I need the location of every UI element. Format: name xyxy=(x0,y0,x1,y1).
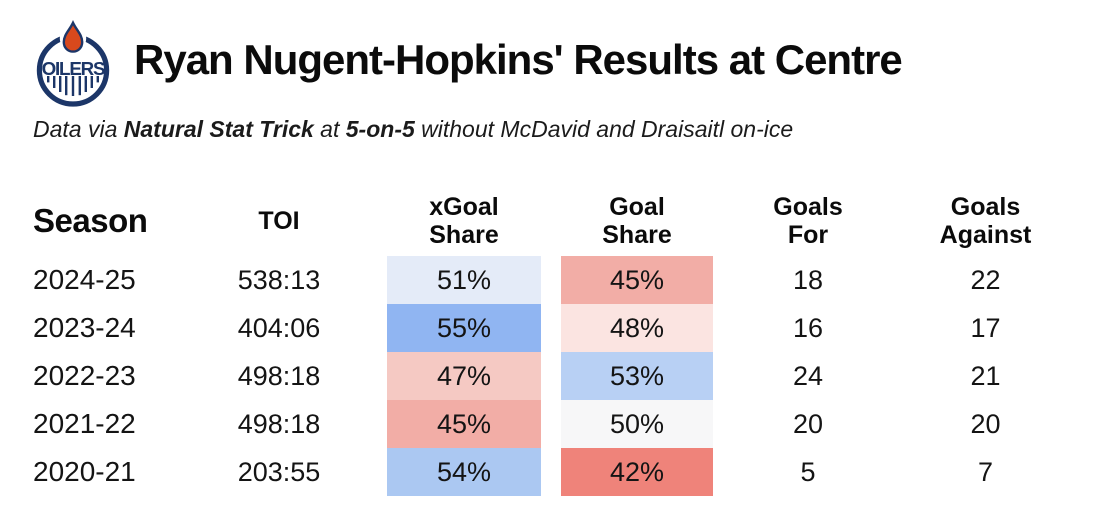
xgoal-share-value: 51% xyxy=(387,256,541,304)
col-header-goals-for: Goals For xyxy=(773,193,843,249)
goal-share-cell: 53% xyxy=(541,352,713,400)
oilers-logo-svg: OILERS xyxy=(36,19,110,107)
oilers-logo: OILERS xyxy=(33,19,113,108)
goals-for-value: 18 xyxy=(792,264,824,295)
goal-share-cell: 42% xyxy=(541,448,713,496)
col-header-season: Season xyxy=(33,201,148,239)
xgoal-share-value: 55% xyxy=(387,304,541,352)
xgoal-share-value: 45% xyxy=(387,400,541,448)
col-header-toi: TOI xyxy=(258,207,300,235)
xgoal-share-cell: 45% xyxy=(355,400,541,448)
col-header-xgoal-share: xGoal Share xyxy=(429,193,499,249)
goals-for-value: 24 xyxy=(792,360,824,391)
goal-share-cell: 48% xyxy=(541,304,713,352)
goals-against-value: 17 xyxy=(970,312,1001,343)
goal-share-value: 48% xyxy=(561,304,713,352)
goals-for-value: 16 xyxy=(792,312,824,343)
toi-value: 538:13 xyxy=(237,264,321,295)
subtitle-mid: at xyxy=(313,116,346,142)
page-title: Ryan Nugent-Hopkins' Results at Centre xyxy=(134,36,903,83)
table-row: 2021-22 498:18 45% 50% 20 20 xyxy=(33,400,1068,448)
toi-value: 404:06 xyxy=(237,312,321,343)
table-row: 2024-25 538:13 51% 45% 18 22 xyxy=(33,256,1068,304)
goal-share-cell: 45% xyxy=(541,256,713,304)
table-row: 2022-23 498:18 47% 53% 24 21 xyxy=(33,352,1068,400)
goals-against-value: 22 xyxy=(970,264,1001,295)
goal-share-value: 50% xyxy=(561,400,713,448)
xgoal-share-cell: 51% xyxy=(355,256,541,304)
xgoal-share-value: 54% xyxy=(387,448,541,496)
col-header-goal-share: Goal Share xyxy=(602,193,672,249)
goal-share-value: 42% xyxy=(561,448,713,496)
goals-for-value: 5 xyxy=(800,456,816,487)
subtitle: Data via Natural Stat Trick at 5-on-5 wi… xyxy=(33,116,793,143)
goals-against-value: 20 xyxy=(970,408,1001,439)
season-value: 2023-24 xyxy=(33,312,136,343)
season-value: 2021-22 xyxy=(33,408,136,439)
table-header-row: Season TOI xGoal Share Goal Share Goals … xyxy=(33,186,1068,256)
oil-drop-icon xyxy=(62,19,84,53)
logo-drips xyxy=(47,76,99,96)
subtitle-suffix: without McDavid and Draisaitl on-ice xyxy=(414,116,794,142)
xgoal-share-cell: 47% xyxy=(355,352,541,400)
goal-share-value: 53% xyxy=(561,352,713,400)
table-row: 2023-24 404:06 55% 48% 16 17 xyxy=(33,304,1068,352)
subtitle-prefix: Data via xyxy=(33,116,124,142)
goals-against-value: 7 xyxy=(977,456,994,487)
season-value: 2020-21 xyxy=(33,456,136,487)
toi-value: 498:18 xyxy=(237,360,321,391)
season-value: 2024-25 xyxy=(33,264,136,295)
season-value: 2022-23 xyxy=(33,360,136,391)
subtitle-source: Natural Stat Trick xyxy=(123,116,314,142)
goal-share-value: 45% xyxy=(561,256,713,304)
xgoal-share-cell: 54% xyxy=(355,448,541,496)
subtitle-strength: 5-on-5 xyxy=(345,116,415,142)
logo-wordmark: OILERS xyxy=(42,58,105,79)
col-header-goals-against: Goals Against xyxy=(939,193,1032,249)
goals-for-value: 20 xyxy=(792,408,824,439)
xgoal-share-value: 47% xyxy=(387,352,541,400)
xgoal-share-cell: 55% xyxy=(355,304,541,352)
toi-value: 203:55 xyxy=(237,456,321,487)
stats-table: Season TOI xGoal Share Goal Share Goals … xyxy=(33,186,1068,496)
goals-against-value: 21 xyxy=(970,360,1001,391)
goal-share-cell: 50% xyxy=(541,400,713,448)
toi-value: 498:18 xyxy=(237,408,321,439)
table-row: 2020-21 203:55 54% 42% 5 7 xyxy=(33,448,1068,496)
